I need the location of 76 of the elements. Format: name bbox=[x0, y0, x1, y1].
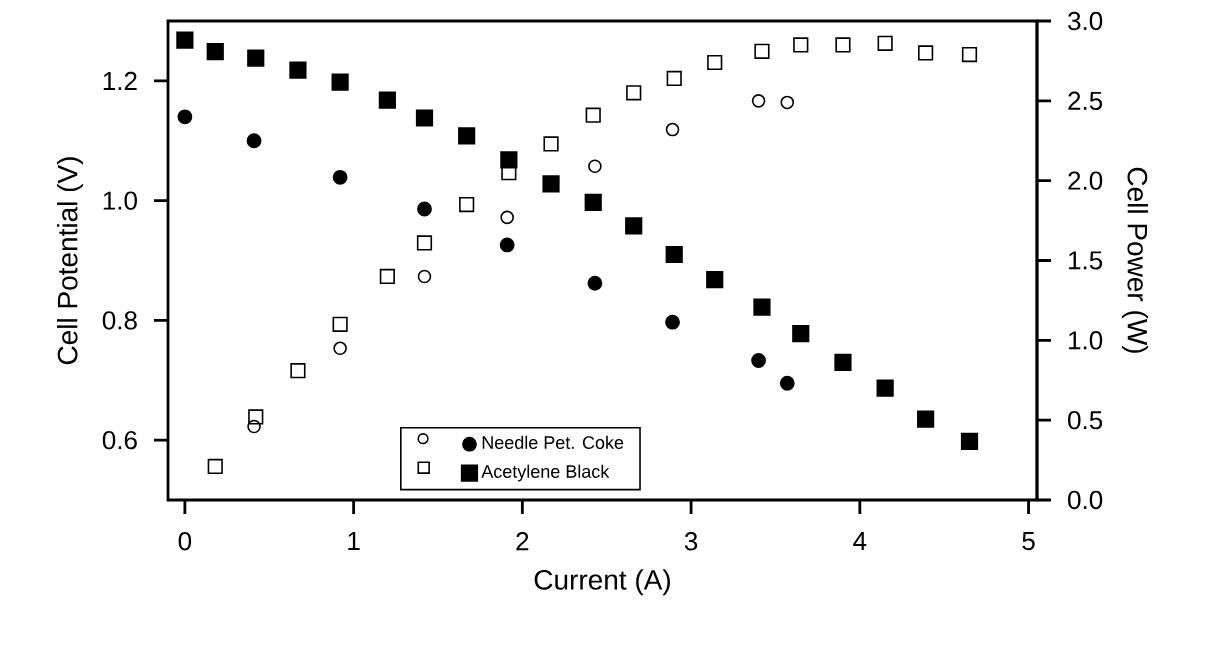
point bbox=[416, 235, 433, 251]
point bbox=[206, 42, 224, 61]
y2-tick-label: 2.5 bbox=[1068, 91, 1103, 111]
point bbox=[417, 201, 432, 217]
point bbox=[793, 37, 809, 53]
point bbox=[247, 49, 265, 67]
point bbox=[289, 61, 307, 79]
point bbox=[918, 45, 934, 61]
point bbox=[751, 94, 766, 108]
point bbox=[542, 175, 560, 193]
point bbox=[543, 136, 559, 152]
point bbox=[585, 107, 601, 123]
point bbox=[332, 316, 348, 332]
point bbox=[459, 197, 475, 213]
point bbox=[707, 54, 723, 71]
point bbox=[961, 46, 978, 63]
y2-tick-label: 1.5 bbox=[1069, 251, 1103, 270]
point bbox=[754, 43, 770, 59]
point bbox=[877, 35, 893, 51]
y-tick-label: 1.2 bbox=[103, 71, 137, 90]
x-tick-label: 5 bbox=[1022, 532, 1035, 551]
point bbox=[499, 237, 515, 253]
point bbox=[290, 363, 306, 379]
y-tick-label: 1.0 bbox=[103, 191, 137, 210]
point bbox=[176, 31, 194, 49]
point bbox=[500, 210, 514, 225]
y-tick-label: 0.6 bbox=[102, 430, 137, 450]
point bbox=[792, 324, 810, 343]
point bbox=[960, 432, 979, 450]
y-axis-title: Cell Potential (V) bbox=[56, 157, 84, 365]
point bbox=[331, 73, 349, 91]
point bbox=[332, 169, 348, 185]
point bbox=[379, 268, 395, 285]
legend-label: Needle Pet. Coke bbox=[482, 435, 624, 449]
x-tick-label: 4 bbox=[853, 532, 867, 550]
y2-tick-label: 1.0 bbox=[1069, 331, 1103, 350]
point bbox=[665, 245, 683, 264]
y-tick-label: 0.8 bbox=[102, 311, 137, 330]
point bbox=[625, 217, 643, 235]
x-tick-label: 2 bbox=[516, 532, 529, 551]
point bbox=[333, 341, 347, 356]
point bbox=[177, 109, 193, 125]
point bbox=[588, 159, 602, 174]
point bbox=[378, 91, 396, 109]
point bbox=[417, 269, 432, 284]
legend-label: Acetylene Black bbox=[481, 464, 610, 482]
point bbox=[587, 275, 603, 291]
point bbox=[248, 409, 264, 425]
y2-tick-label: 2.0 bbox=[1068, 171, 1103, 190]
point bbox=[247, 419, 261, 434]
point bbox=[207, 458, 223, 475]
y2-axis-title: Cell Power (W) bbox=[1121, 167, 1149, 353]
point bbox=[751, 353, 766, 368]
point bbox=[917, 410, 935, 428]
point bbox=[458, 127, 476, 145]
x-axis-title: Current (A) bbox=[534, 569, 670, 596]
point bbox=[834, 353, 852, 371]
point bbox=[665, 122, 680, 137]
point bbox=[780, 95, 795, 110]
point bbox=[626, 85, 642, 101]
point bbox=[876, 379, 894, 397]
point bbox=[753, 298, 771, 316]
point bbox=[779, 375, 795, 391]
point bbox=[415, 109, 434, 127]
point bbox=[835, 37, 851, 53]
y2-tick-label: 0.0 bbox=[1068, 490, 1103, 510]
y2-tick-label: 3.0 bbox=[1068, 11, 1103, 31]
x-tick-label: 1 bbox=[348, 532, 360, 550]
point bbox=[584, 193, 602, 212]
point bbox=[665, 314, 680, 330]
point bbox=[666, 70, 682, 87]
point bbox=[246, 133, 262, 149]
point bbox=[706, 271, 724, 289]
x-tick-label: 3 bbox=[684, 532, 698, 551]
y2-tick-label: 0.5 bbox=[1068, 410, 1103, 430]
x-tick-label: 0 bbox=[178, 532, 192, 551]
